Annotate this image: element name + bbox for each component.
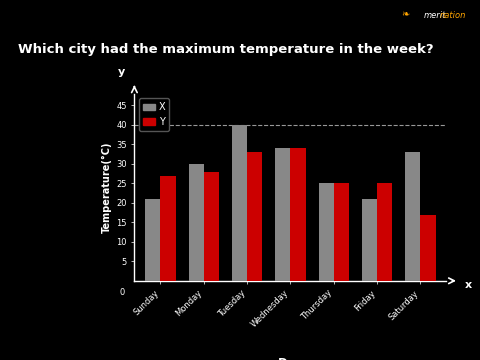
Text: x: x (465, 280, 472, 289)
Bar (247, 152, 262, 281)
Bar (204, 172, 219, 281)
Text: merit: merit (424, 11, 446, 20)
Bar (377, 183, 392, 281)
Bar (275, 148, 290, 281)
Bar (405, 152, 420, 281)
Bar (232, 125, 247, 281)
Bar (189, 164, 204, 281)
Bar (362, 199, 377, 281)
Bar (160, 175, 176, 281)
Text: 0: 0 (120, 288, 124, 297)
Y-axis label: Temperature(°C): Temperature(°C) (102, 141, 112, 233)
Bar (145, 199, 160, 281)
Bar (420, 215, 435, 281)
Legend: X, Y: X, Y (139, 99, 169, 131)
Text: y: y (118, 67, 126, 77)
Bar (334, 183, 349, 281)
Text: nation: nation (439, 11, 466, 20)
Bar (290, 148, 306, 281)
Bar (319, 183, 334, 281)
Text: Which city had the maximum temperature in the week?: Which city had the maximum temperature i… (18, 43, 433, 56)
X-axis label: Day: Day (278, 357, 303, 360)
Text: ❧: ❧ (401, 9, 409, 19)
